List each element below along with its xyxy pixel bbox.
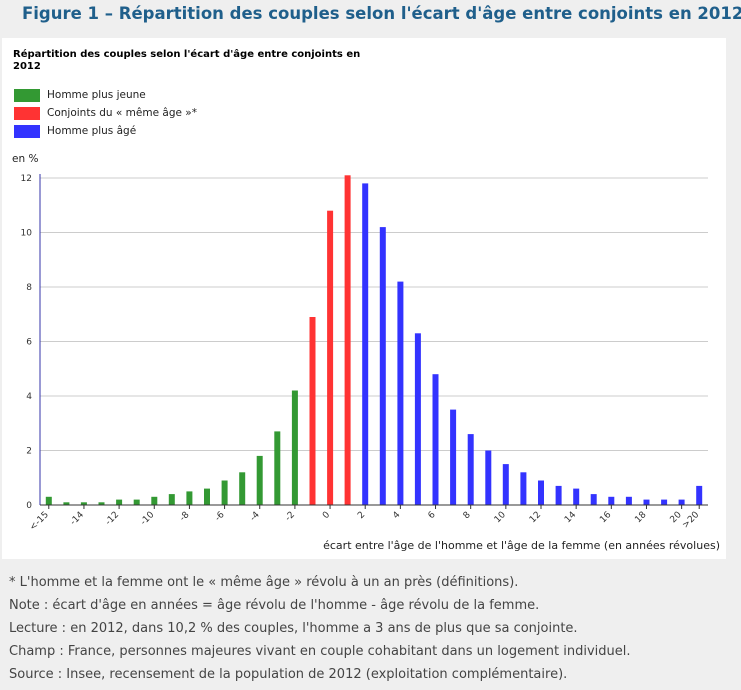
bar bbox=[467, 434, 474, 505]
bar bbox=[362, 183, 369, 505]
legend-item-homme-plus-jeune: Homme plus jeune bbox=[14, 86, 197, 104]
bar bbox=[696, 485, 703, 505]
bar bbox=[450, 409, 457, 505]
bar bbox=[45, 496, 52, 505]
x-tick-label: 10 bbox=[493, 510, 508, 525]
bar bbox=[186, 491, 193, 505]
bar bbox=[414, 333, 421, 505]
bar bbox=[116, 499, 123, 505]
y-tick-label: 4 bbox=[26, 392, 32, 402]
legend-label: Conjoints du « même âge »* bbox=[47, 107, 197, 119]
x-tick-label: -10 bbox=[139, 510, 157, 528]
legend-item-meme-age: Conjoints du « même âge »* bbox=[14, 104, 197, 122]
bar bbox=[485, 450, 492, 505]
bar-chart: 0 2 4 6 8 10 12 <-15 -14 -12 -10 -8 -6 -4 -2 0 2 4 6 8 10 12 1… bbox=[21, 174, 708, 533]
bar bbox=[573, 488, 580, 505]
bar bbox=[643, 499, 650, 505]
bar bbox=[520, 472, 527, 505]
legend-label: Homme plus jeune bbox=[47, 89, 146, 101]
bar bbox=[151, 496, 158, 505]
bar bbox=[133, 499, 140, 505]
bar bbox=[80, 502, 87, 505]
x-tick-label: -6 bbox=[213, 510, 227, 524]
x-tick-label: 18 bbox=[633, 510, 648, 525]
x-tick-label: 6 bbox=[427, 510, 438, 521]
bar bbox=[327, 210, 334, 505]
y-unit-label: en % bbox=[12, 153, 39, 165]
x-tick-label: -2 bbox=[284, 510, 297, 523]
bar bbox=[538, 480, 544, 505]
bar bbox=[221, 480, 228, 505]
x-tick-label: -12 bbox=[104, 510, 121, 527]
x-tick-label: 0 bbox=[321, 510, 332, 521]
legend-label: Homme plus âgé bbox=[47, 125, 137, 137]
footnote-source: Source : Insee, recensement de la popula… bbox=[9, 667, 568, 682]
x-tick-label: 16 bbox=[598, 510, 613, 525]
legend-swatch-red bbox=[14, 106, 40, 120]
x-tick-label: 2 bbox=[356, 510, 367, 521]
bar bbox=[502, 464, 509, 505]
legend-item-homme-plus-age: Homme plus âgé bbox=[14, 122, 197, 140]
x-tick-label: 12 bbox=[528, 510, 543, 525]
y-tick-label: 12 bbox=[21, 174, 32, 184]
legend-swatch-green bbox=[14, 88, 40, 102]
bar bbox=[397, 281, 404, 505]
y-tick-label: 6 bbox=[26, 338, 32, 348]
bar bbox=[678, 499, 685, 505]
bar bbox=[555, 485, 562, 505]
bar bbox=[379, 227, 386, 505]
bar bbox=[239, 472, 246, 505]
bar bbox=[63, 502, 70, 505]
bar bbox=[625, 496, 632, 505]
footnote-note: Note : écart d'âge en années = âge révol… bbox=[9, 598, 540, 613]
footnote-champ: Champ : France, personnes majeures vivan… bbox=[9, 644, 631, 659]
bar bbox=[661, 499, 668, 505]
y-tick-label: 0 bbox=[26, 501, 32, 511]
footnotes: * L'homme et la femme ont le « même âge … bbox=[9, 571, 734, 686]
bar bbox=[590, 494, 597, 505]
bar bbox=[274, 431, 281, 505]
x-tick-label: -8 bbox=[178, 510, 192, 524]
footnote-lecture: Lecture : en 2012, dans 10,2 % des coupl… bbox=[9, 621, 578, 636]
x-tick-label: 4 bbox=[391, 510, 402, 521]
x-tick-label: >20 bbox=[681, 510, 702, 531]
bar bbox=[344, 175, 351, 506]
legend-swatch-blue bbox=[14, 124, 40, 138]
y-tick-label: 8 bbox=[26, 283, 32, 293]
y-tick-label: 2 bbox=[26, 447, 32, 457]
bar bbox=[309, 317, 316, 505]
x-tick-label: -4 bbox=[248, 510, 262, 524]
bar bbox=[168, 494, 175, 505]
bar bbox=[204, 488, 210, 505]
x-tick-label: 8 bbox=[462, 510, 473, 521]
x-tick-label: 14 bbox=[563, 510, 578, 525]
bar bbox=[608, 496, 615, 505]
bar bbox=[98, 502, 105, 505]
x-axis-title: écart entre l'âge de l'homme et l'âge de… bbox=[323, 539, 720, 552]
legend: Homme plus jeune Conjoints du « même âge… bbox=[14, 86, 197, 140]
chart-panel: Répartition des couples selon l'écart d'… bbox=[2, 38, 726, 559]
x-tick-label: -14 bbox=[69, 510, 87, 528]
bar bbox=[291, 390, 298, 505]
figure-title: Figure 1 – Répartition des couples selon… bbox=[22, 4, 741, 23]
y-tick-label: 10 bbox=[21, 229, 33, 239]
chart-title: Répartition des couples selon l'écart d'… bbox=[13, 49, 361, 72]
bar bbox=[256, 455, 263, 505]
footnote-definition: * L'homme et la femme ont le « même âge … bbox=[9, 575, 519, 590]
x-tick-label: <-15 bbox=[28, 510, 51, 533]
bar bbox=[432, 374, 439, 505]
